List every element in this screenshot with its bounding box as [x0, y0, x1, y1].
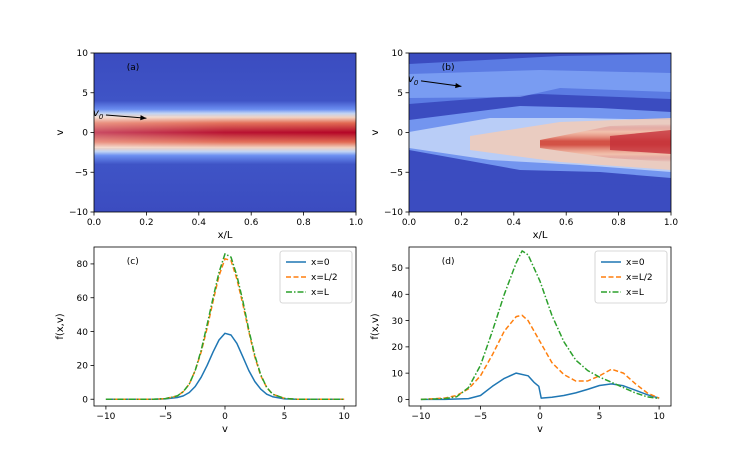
x-tick-label-b-0: 0.0 — [402, 218, 417, 228]
x-tick-label-d-2: 0 — [537, 412, 543, 422]
annotation-arrow-line-b — [420, 80, 462, 87]
y-tick-label-c-2: 40 — [77, 328, 89, 338]
legend-label-d-2: x=L — [626, 288, 644, 298]
x-axis-label-a: x/L — [218, 230, 233, 241]
y-tick-label-b-1: −5 — [390, 168, 403, 178]
panel-label-c: (c) — [127, 257, 139, 267]
y-tick-label-d-5: 50 — [392, 264, 404, 274]
legend-c — [279, 250, 353, 304]
x-tick-label-c-4: 10 — [338, 412, 350, 422]
annotation-arrow-head-b — [455, 82, 462, 89]
x-tick-label-a-2: 0.4 — [192, 218, 207, 228]
annotation-label-a: v0 — [93, 108, 104, 121]
y-tick-label-c-1: 20 — [77, 362, 89, 372]
x-tick-label-b-1: 0.2 — [454, 218, 468, 228]
series-line-d-2 — [420, 250, 660, 401]
axes-d: −10 −5 0 5 10 0 10 20 30 40 50 v f(x,v) (d) x=0 x=L/2 x=… — [370, 246, 672, 435]
annotation-label-b: v0 — [408, 74, 419, 87]
annotation-arrow-line-a — [105, 114, 147, 119]
x-axis-label-b: x/L — [533, 230, 548, 241]
x-tick-label-a-5: 1.0 — [349, 218, 364, 228]
y-tick-label-d-4: 40 — [392, 291, 404, 301]
heatmap-b — [409, 53, 671, 212]
x-tick-label-b-2: 0.4 — [507, 218, 522, 228]
x-tick-label-c-3: 5 — [282, 412, 288, 422]
y-tick-label-c-0: 0 — [82, 395, 88, 405]
y-tick-label-d-0: 0 — [397, 396, 403, 406]
x-tick-label-b-5: 1.0 — [664, 218, 679, 228]
annotation-label-main-b: v — [408, 74, 415, 85]
legend-label-d-0: x=0 — [626, 258, 645, 268]
y-tick-label-a-2: 0 — [82, 129, 88, 139]
annotation-label-sub-a: 0 — [99, 113, 104, 121]
annotation-label-sub-b: 0 — [414, 79, 419, 87]
panel-label-b: (b) — [442, 63, 455, 73]
x-tick-label-c-2: 0 — [222, 412, 228, 422]
y-axis-label-a: v — [55, 129, 66, 135]
y-axis-label-c: f(x,v) — [55, 313, 66, 339]
x-tick-label-d-3: 5 — [597, 412, 603, 422]
y-tick-label-b-3: 5 — [397, 89, 403, 99]
x-tick-label-d-0: −10 — [411, 412, 430, 422]
panel-label-d: (d) — [442, 257, 455, 267]
x-axis-label-d: v — [537, 424, 543, 435]
panel-c: −10 −5 0 5 10 0 20 40 60 80 v f(x,v) (c) x=0 x=L/2 x=L — [55, 246, 357, 435]
x-axis-label-c: v — [222, 424, 228, 435]
axes-c: −10 −5 0 5 10 0 20 40 60 80 v f(x,v) (c) x=0 x=L/2 x=L — [55, 246, 357, 435]
y-tick-label-b-0: −10 — [384, 208, 403, 218]
y-tick-label-c-4: 80 — [77, 260, 89, 270]
series-line-c-0 — [105, 332, 345, 400]
annotation-label-main-a: v — [93, 108, 100, 119]
y-tick-label-b-2: 0 — [397, 129, 403, 139]
x-tick-label-c-1: −5 — [159, 412, 172, 422]
legend-label-c-2: x=L — [311, 288, 329, 298]
y-axis-label-b: v — [370, 129, 381, 135]
y-axis-label-d: f(x,v) — [370, 313, 381, 339]
y-tick-label-d-3: 30 — [392, 317, 404, 327]
series-line-d-1 — [420, 314, 660, 401]
x-tick-label-b-3: 0.6 — [559, 218, 574, 228]
y-tick-label-a-1: −5 — [75, 168, 88, 178]
legend-label-c-0: x=0 — [311, 258, 330, 268]
y-tick-label-a-3: 5 — [82, 89, 88, 99]
series-line-d-0 — [420, 372, 660, 401]
legend-label-d-1: x=L/2 — [626, 273, 653, 283]
y-tick-label-d-1: 10 — [392, 369, 404, 379]
legend-d — [594, 250, 668, 304]
y-tick-label-a-0: −10 — [69, 208, 88, 218]
annotation-arrow-head-a — [140, 115, 147, 121]
x-tick-label-a-3: 0.6 — [244, 218, 259, 228]
heatmap-a-shading — [94, 116, 356, 148]
y-tick-label-d-2: 20 — [392, 343, 404, 353]
y-tick-label-b-4: 10 — [392, 49, 404, 59]
x-tick-label-b-4: 0.8 — [611, 218, 626, 228]
panel-label-a: (a) — [127, 63, 140, 73]
legend-label-c-1: x=L/2 — [311, 273, 338, 283]
panel-d: −10 −5 0 5 10 0 10 20 30 40 50 v f(x,v) (d) x=0 x=L/2 x=… — [370, 246, 672, 435]
x-tick-label-a-1: 0.2 — [139, 218, 153, 228]
y-tick-label-c-3: 60 — [77, 294, 89, 304]
x-tick-label-a-4: 0.8 — [296, 218, 311, 228]
x-tick-label-d-4: 10 — [653, 412, 665, 422]
y-tick-label-a-4: 10 — [77, 49, 89, 59]
x-tick-label-c-0: −10 — [96, 412, 115, 422]
heatmap-b-upper-plume-core — [409, 70, 671, 98]
heatmap-a — [94, 53, 356, 212]
series-line-c-2 — [105, 253, 345, 400]
x-tick-label-d-1: −5 — [474, 412, 487, 422]
heatmap-b-peak-core — [610, 130, 671, 154]
heatmap-b-lower — [409, 180, 671, 212]
x-tick-label-a-0: 0.0 — [87, 218, 102, 228]
